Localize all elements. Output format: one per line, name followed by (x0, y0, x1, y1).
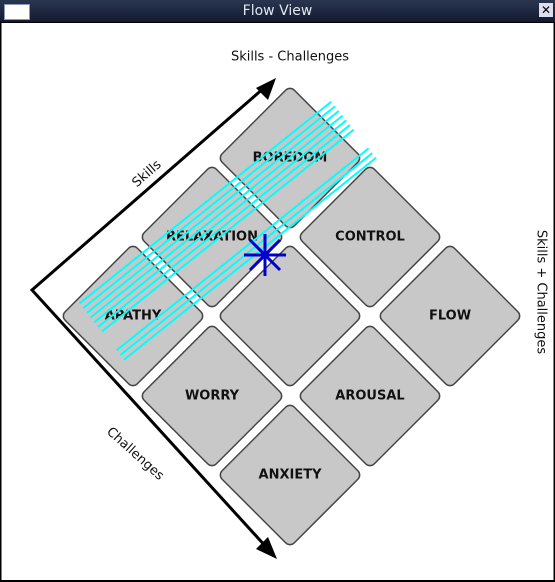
flow-line (101, 128, 355, 333)
flow-line (93, 119, 347, 324)
tile (379, 245, 521, 387)
flow-line (115, 147, 370, 352)
flow-channel (78, 100, 377, 361)
window-icon[interactable] (4, 4, 30, 20)
arrow-head (256, 537, 277, 559)
tile-label: ANXIETY (259, 468, 323, 483)
flow-line (82, 105, 336, 310)
flow-view: BOREDOMRELAXATIONCONTROLAPATHYFLOWWORRYA… (0, 22, 555, 582)
tile (299, 166, 441, 308)
title-bar: Flow View ✕ (0, 0, 555, 22)
tile (219, 404, 361, 546)
tile (219, 245, 361, 387)
axis-label: Skills + Challenges (534, 230, 549, 355)
window-title: Flow View (242, 3, 313, 19)
close-button[interactable]: ✕ (539, 3, 553, 17)
flow-line (78, 100, 333, 305)
tile (299, 325, 441, 467)
current-state (244, 234, 286, 276)
axes-arrows (29, 85, 270, 551)
axis-label: Skills - Challenges (231, 50, 349, 65)
tile (141, 325, 283, 467)
tile-label: FLOW (429, 309, 471, 324)
tile-label: RELAXATION (166, 230, 258, 245)
tile-label: CONTROL (335, 230, 405, 245)
tile-label: AROUSAL (335, 389, 404, 404)
arrow-head (256, 78, 276, 100)
flow-line (97, 124, 351, 328)
tile (62, 245, 204, 387)
flow-line (89, 114, 344, 319)
flow-line (123, 156, 377, 361)
tile-label: WORRY (185, 389, 240, 404)
flow-line (86, 110, 340, 314)
tile-label: APATHY (105, 309, 162, 324)
